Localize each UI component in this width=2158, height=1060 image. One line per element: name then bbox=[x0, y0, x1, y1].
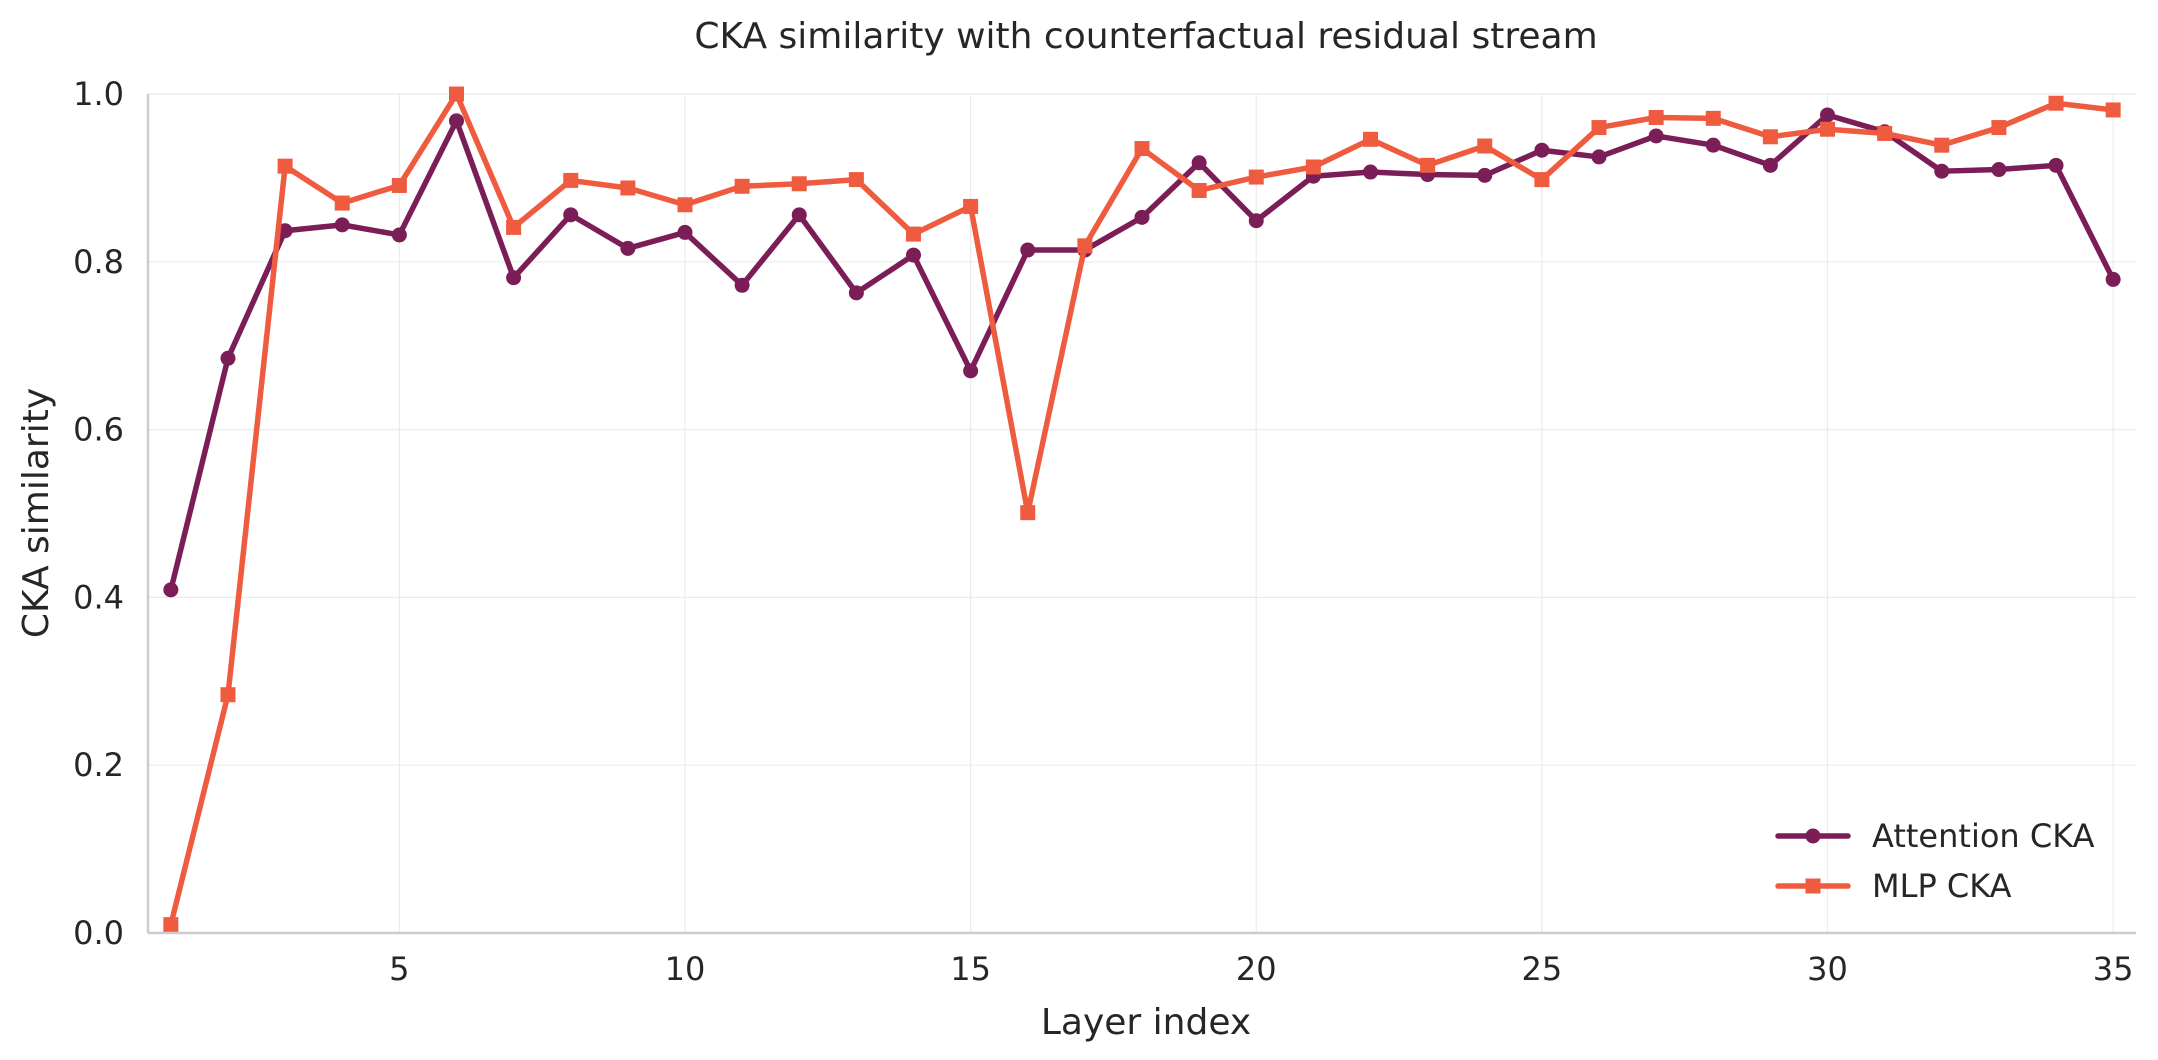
mlp-cka-point bbox=[1591, 120, 1607, 136]
mlp-cka-point bbox=[1077, 238, 1093, 254]
y-tick-label: 0.4 bbox=[73, 578, 124, 616]
legend-label: Attention CKA bbox=[1872, 817, 2095, 855]
mlp-cka-point bbox=[1534, 172, 1550, 188]
legend: Attention CKA MLP CKA bbox=[1775, 817, 2095, 905]
attention-cka-point bbox=[1591, 149, 1607, 165]
y-tick-label: 0.6 bbox=[73, 411, 124, 449]
mlp-cka-point bbox=[1420, 157, 1436, 173]
attention-cka-point bbox=[220, 350, 236, 366]
mlp-cka-point bbox=[1191, 182, 1207, 198]
attention-cka-point bbox=[791, 207, 807, 223]
attention-cka-point bbox=[1934, 163, 1950, 179]
mlp-cka-point bbox=[2105, 102, 2121, 118]
attention-cka-point bbox=[506, 270, 522, 286]
attention-cka-point bbox=[1820, 107, 1836, 123]
mlp-cka-point bbox=[1991, 120, 2007, 136]
attention-cka-point bbox=[1477, 167, 1493, 183]
mlp-cka-point bbox=[1934, 137, 1950, 153]
mlp-cka-point bbox=[1020, 505, 1036, 521]
attention-cka-point bbox=[848, 285, 864, 301]
attention-cka-point bbox=[391, 227, 407, 243]
mlp-cka-point bbox=[963, 198, 979, 214]
mlp-cka-point bbox=[220, 687, 236, 703]
y-tick-label: 0.0 bbox=[73, 914, 124, 952]
attention-cka-point bbox=[963, 363, 979, 379]
mlp-cka-point bbox=[506, 219, 522, 235]
mlp-cka-point bbox=[163, 917, 179, 933]
mlp-cka-point bbox=[1762, 129, 1778, 145]
attention-cka-point bbox=[905, 247, 921, 263]
attention-cka-point bbox=[1534, 142, 1550, 158]
x-tick-label: 35 bbox=[2093, 950, 2134, 988]
mlp-cka-point bbox=[391, 177, 407, 193]
mlp-cka-point bbox=[1363, 131, 1379, 147]
attention-cka-point bbox=[677, 224, 693, 240]
x-tick-label: 20 bbox=[1236, 950, 1277, 988]
attention-cka-point bbox=[563, 207, 579, 223]
attention-cka-point bbox=[163, 582, 179, 598]
mlp-cka-point bbox=[277, 158, 293, 174]
mlp-cka-point bbox=[563, 172, 579, 188]
legend-marker bbox=[1805, 878, 1821, 894]
attention-cka-point bbox=[1648, 128, 1664, 144]
y-axis-label: CKA similarity bbox=[16, 388, 57, 638]
x-tick-label: 15 bbox=[950, 950, 991, 988]
attention-cka-point bbox=[1248, 213, 1264, 229]
mlp-cka-point bbox=[848, 172, 864, 188]
x-tick-label: 5 bbox=[389, 950, 409, 988]
legend-item-attention-cka: Attention CKA bbox=[1775, 817, 2095, 855]
attention-cka-point bbox=[734, 277, 750, 293]
attention-cka-point bbox=[2048, 157, 2064, 173]
chart-title: CKA similarity with counterfactual resid… bbox=[694, 16, 1597, 57]
legend-item-mlp-cka: MLP CKA bbox=[1775, 867, 2012, 905]
mlp-cka-point bbox=[1877, 125, 1893, 141]
attention-cka-point bbox=[620, 240, 636, 256]
y-tick-label: 0.8 bbox=[73, 243, 124, 281]
attention-cka-point bbox=[1363, 164, 1379, 180]
attention-cka-point bbox=[1191, 155, 1207, 171]
mlp-cka-point bbox=[791, 176, 807, 192]
legend-label: MLP CKA bbox=[1872, 867, 2012, 905]
mlp-cka-point bbox=[677, 197, 693, 213]
attention-cka-point bbox=[334, 217, 350, 233]
plot-area bbox=[163, 86, 2121, 933]
y-tick-label: 1.0 bbox=[73, 75, 124, 113]
x-tick-label: 30 bbox=[1807, 950, 1848, 988]
mlp-cka-point bbox=[620, 180, 636, 196]
mlp-cka-point bbox=[1820, 121, 1836, 137]
attention-cka-point bbox=[448, 113, 464, 129]
mlp-cka-point bbox=[1477, 138, 1493, 154]
mlp-cka-point bbox=[1705, 110, 1721, 126]
y-tick-label: 0.2 bbox=[73, 746, 124, 784]
x-tick-label: 25 bbox=[1522, 950, 1563, 988]
attention-cka-point bbox=[1705, 137, 1721, 153]
attention-cka-series bbox=[163, 107, 2121, 598]
mlp-cka-point bbox=[1305, 159, 1321, 175]
x-tick-label: 10 bbox=[665, 950, 706, 988]
mlp-cka-point bbox=[734, 178, 750, 194]
attention-cka-point bbox=[1020, 242, 1036, 258]
attention-cka-point bbox=[277, 223, 293, 239]
mlp-cka-point bbox=[448, 86, 464, 102]
mlp-cka-point bbox=[905, 226, 921, 242]
attention-cka-point bbox=[2105, 271, 2121, 287]
mlp-cka-point bbox=[1134, 141, 1150, 157]
grid bbox=[148, 93, 2136, 934]
mlp-cka-point bbox=[1648, 109, 1664, 125]
mlp-cka-point bbox=[334, 195, 350, 211]
x-axis-label: Layer index bbox=[1041, 1002, 1251, 1043]
mlp-cka-series bbox=[163, 86, 2121, 933]
attention-cka-point bbox=[1991, 162, 2007, 178]
attention-cka-point bbox=[1134, 209, 1150, 225]
attention-cka-point bbox=[1762, 157, 1778, 173]
axes: 5 10 15 20 25 30 35 0.0 0.2 0.4 0.6 0.8 1.0 bbox=[73, 75, 2136, 988]
mlp-cka-point bbox=[1248, 169, 1264, 185]
mlp-cka-point bbox=[2048, 95, 2064, 111]
attention-cka-line bbox=[168, 112, 2116, 593]
legend-marker bbox=[1805, 828, 1821, 844]
